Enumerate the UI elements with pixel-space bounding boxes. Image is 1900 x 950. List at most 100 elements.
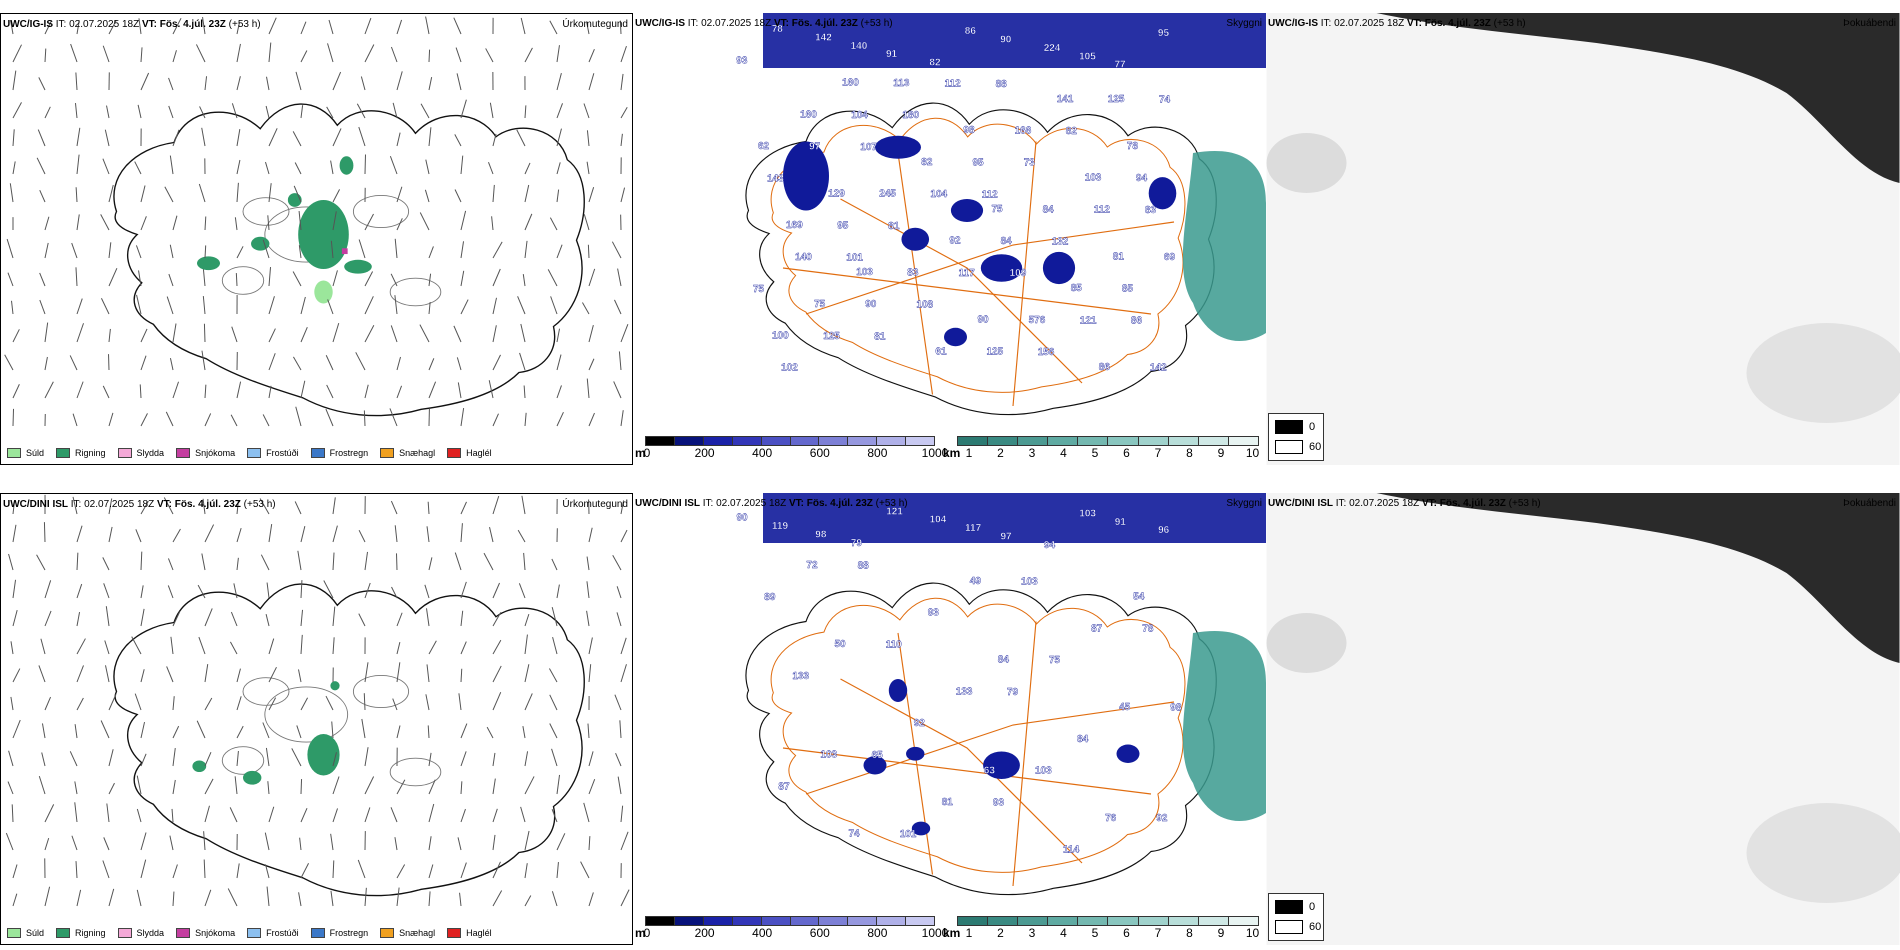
cloud-base-label: 108 [916,300,933,311]
cloud-base-label: 73 [1024,158,1036,169]
cloud-base-label: 141 [1057,94,1074,105]
precip-areas [192,681,340,785]
panel-title: UWC/DINI ISL IT: 02.07.2025 18Z VT: Fös.… [1268,498,1541,510]
cloud-base-label: 98 [815,530,827,541]
colorbar-m-tick: 400 [752,926,773,940]
fog-legend-swatch-0 [1275,900,1303,914]
legend-label: Frostregn [329,928,369,938]
cloud-base-label: 166 [1015,126,1032,137]
cloud-base-label: 84 [1001,236,1013,247]
colorbar-km-tick: 7 [1154,926,1162,940]
cloud-base-label: 160 [842,78,859,89]
legend-label: Haglél [466,448,492,458]
cloud-base-label: 90 [865,299,877,310]
cloud-base-label: 121 [886,506,903,517]
precip-areas [197,156,372,304]
cloud-base-label: 98 [1170,703,1182,714]
cloud-base-labels: 90 119 98 79 121 104 117 97 94 103 91 96 93 88 78 79 65 9… [736,506,1182,856]
precip-type-legend: Súld Rigning Slydda Snjókoma Frostúði Frostre… [7,448,504,458]
cloud-base-label: 82 [921,157,933,168]
cloud-base-label: 97 [809,142,821,153]
cloud-base-label: 72 [806,560,818,571]
cloud-base-patches [783,135,1177,347]
cloud-base-label: 113 [893,78,910,89]
legend-item: Slydda [117,448,164,458]
legend-label: Snæhagl [399,448,436,458]
colorbar-km-tick: 6 [1123,926,1130,940]
lead-time: (+53 h) [1493,18,1526,29]
colorbar-m-tick: 800 [867,446,888,460]
map-cloud-base: 93 78 142 140 91 82 86 90 224 105 77 95 112 101 86 88 10… [736,13,1266,416]
cloud-base-label: 94 [1044,540,1056,551]
legend-label: Frostregn [329,448,369,458]
cloud-base-label: 86 [1099,362,1111,373]
cloud-base-label: 245 [879,189,896,200]
legend-label: Haglél [466,928,492,938]
legend-item: Haglél [447,928,492,938]
legend-swatch [56,448,71,458]
legend-label: Snjókoma [195,448,236,458]
colorbar-km-tick: 8 [1186,926,1193,940]
colorbar-m-tick: 400 [752,446,773,460]
cloud-base-label: 61 [935,346,947,357]
valid-time: Fös. 4.júl. 23Z [159,19,226,30]
cloud-base-label: 180 [902,110,919,121]
colorbar-km-tick: 10 [1245,926,1260,940]
fog-legend-swatch-0 [1275,420,1303,434]
legend-swatch [447,448,462,458]
colorbar-km-tick: 5 [1091,926,1099,940]
cloud-base-label: 104 [930,515,947,526]
legend-swatch [247,448,262,458]
cloud-base-patches [863,679,1140,836]
legend-item: Snjókoma [176,928,235,938]
map-precip-type [4,16,629,427]
cloud-base-label: 125 [823,331,840,342]
legend-item: Rigning [56,928,106,938]
cloud-base-label: 74 [849,829,861,840]
legend-label: Snjókoma [195,928,236,938]
colorbar-m-tick: 600 [809,926,830,940]
legend-swatch [310,448,325,458]
cloud-base-label: 89 [764,592,776,603]
colorbar-m: m 0 200 400 600 800 1000 [633,433,948,461]
colorbar-m-tick: 1000 [921,446,949,460]
legend-item: Frostúði [247,928,299,938]
legend-swatch [117,928,132,938]
lead-time: (+53 h) [860,18,893,29]
legend-item: Rigning [56,448,106,458]
colorbar-m-tick: 800 [867,926,888,940]
lead-time: (+53 h) [1508,498,1541,509]
legend-label: Súld [26,928,45,938]
colorbar-km-tick: 3 [1028,446,1036,460]
colorbar-km: km 1 2 3 4 5 6 7 8 9 10 [941,913,1261,941]
colorbar-km-tick: 2 [997,446,1004,460]
init-time: 02.07.2025 18Z [69,19,140,30]
legend-swatch [176,448,191,458]
cloud-base-label: 84 [1043,204,1055,215]
cloud-base-label: 92 [1156,813,1168,824]
init-time-label: IT: [702,498,714,509]
cloud-base-label: 104 [930,189,947,200]
fog-field [1266,493,1900,945]
init-time-label: IT: [1335,498,1347,509]
cloud-base-label: 142 [815,32,832,43]
legend-item: Súld [7,928,44,938]
cloud-base-label: 125 [1108,94,1125,105]
valid-time-label: VT: [141,19,157,30]
panel-precip-type-dini: Súld Rigning Slydda Snjókoma Frostúði Frostre… [0,493,633,945]
valid-time: Fös. 4.júl. 23Z [791,18,858,29]
cloud-base-label: 87 [1091,623,1103,634]
cloud-base-label: 125 [987,347,1004,358]
cloud-base-label: 82 [929,58,941,69]
model-name: UWC/DINI ISL [1268,498,1333,509]
panel-title: UWC/IG-IS IT: 02.07.2025 18Z VT: Fös. 4.… [1268,18,1526,30]
colorbar-m-tick: 1000 [921,926,949,940]
coastline [113,103,585,417]
glacier-outlines [221,674,442,787]
model-name: UWC/IG-IS [635,18,685,29]
cloud-base-label: 75 [814,299,826,310]
fog-field [1266,13,1900,465]
cloud-base-label: 75 [1049,655,1061,666]
panel-product-name: Skyggni [1226,498,1262,509]
